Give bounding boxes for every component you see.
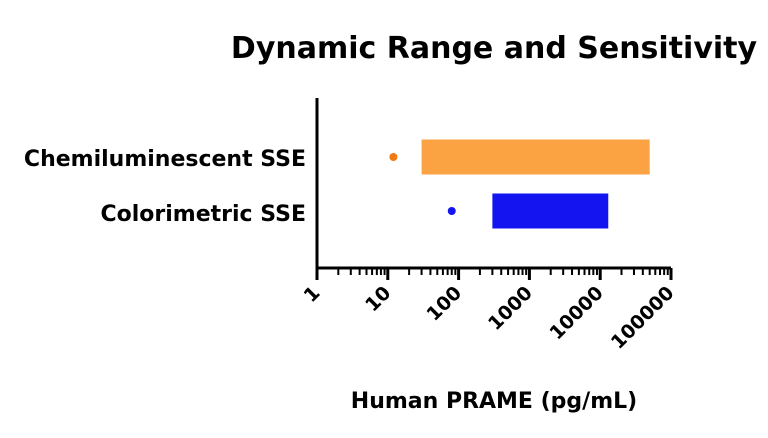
x-axis-label: Human PRAME (pg/mL) [351, 389, 637, 414]
sensitivity-point-colorimetric [447, 207, 456, 215]
x-tick-labels: 1 10 100 1000 10000 100000 [300, 282, 679, 354]
x-tick-label-100000: 100000 [607, 282, 679, 354]
category-label-chemiluminescent: Chemiluminescent SSE [24, 147, 306, 172]
sensitivity-point-chemiluminescent [389, 153, 398, 161]
bars-group [421, 139, 650, 229]
range-bar-colorimetric [492, 193, 609, 229]
x-tick-label-100: 100 [423, 282, 467, 326]
x-tick-label-1: 1 [300, 282, 325, 307]
x-tick-label-10: 10 [361, 282, 395, 316]
chart-title: Dynamic Range and Sensitivity [231, 31, 758, 66]
axes [315, 98, 671, 270]
points-group [389, 153, 456, 215]
range-bar-chemiluminescent [421, 139, 650, 175]
x-ticks [315, 268, 673, 280]
x-tick-label-10000: 10000 [545, 282, 607, 344]
category-label-colorimetric: Colorimetric SSE [101, 202, 307, 227]
x-tick-label-1000: 1000 [484, 282, 537, 335]
